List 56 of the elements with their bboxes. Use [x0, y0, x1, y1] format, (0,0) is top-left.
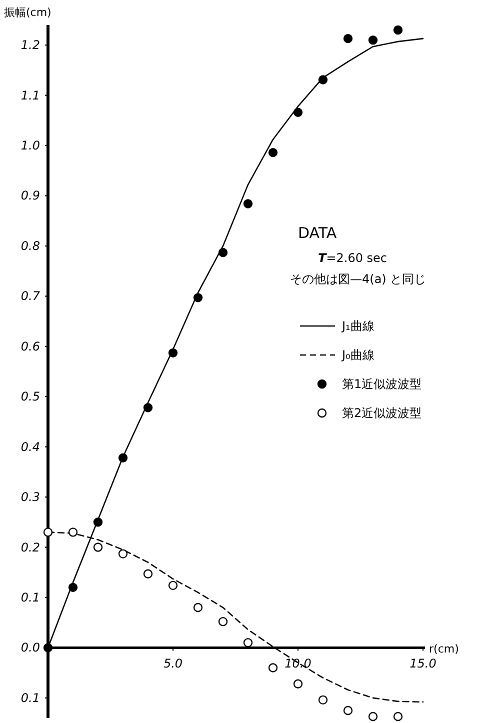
point: [218, 248, 228, 258]
point: [318, 695, 328, 705]
x-tick-label: 5.0: [163, 656, 183, 671]
x-tick-label: 15.0: [410, 656, 437, 671]
annotation: その他は図—4(a) と同じ: [290, 272, 426, 286]
legend-label: 第2近似波波型: [342, 406, 422, 420]
y-tick-label: 0.4: [20, 440, 40, 454]
point: [143, 569, 153, 578]
annotation: T=2.60 sec: [318, 251, 388, 265]
y-tick-label: 0.5: [20, 390, 40, 404]
point: [393, 25, 403, 35]
point: [168, 580, 178, 590]
point: [168, 348, 178, 358]
y-tick-label: 0.1: [20, 590, 40, 604]
point: [343, 706, 353, 716]
y-tick-label: 0.8: [20, 238, 40, 253]
point: [68, 582, 78, 592]
y-tick-label: 0.2: [20, 540, 40, 554]
point: [393, 712, 403, 722]
y-tick-label: 1.1: [20, 88, 40, 102]
point: [268, 148, 278, 158]
x-axis-title: r(cm): [429, 642, 459, 656]
point: [293, 679, 303, 688]
point: [143, 403, 153, 412]
point: [318, 75, 328, 84]
point: [293, 108, 303, 117]
point: [43, 528, 53, 537]
point: [193, 293, 203, 302]
legend-label: J₁曲線: [341, 319, 374, 333]
y-tick-label: 0.0: [20, 640, 40, 655]
point: [243, 199, 253, 208]
legend-label: 第1近似波波型: [342, 377, 422, 391]
point: [68, 528, 78, 537]
y-axis-title: 振幅(cm): [4, 6, 52, 19]
y-tick-label: 1.0: [20, 138, 40, 153]
y-tick-label: 0.1: [20, 690, 40, 705]
point: [93, 542, 103, 552]
point: [368, 35, 378, 45]
point: [93, 518, 103, 527]
y-tick-label: 1.2: [20, 38, 40, 52]
y-tick-label: 0.9: [20, 188, 40, 203]
x-tick-label: 10.0: [284, 656, 312, 671]
point: [343, 34, 353, 44]
legend-label: J₀曲線: [341, 348, 374, 362]
point: [268, 663, 278, 672]
y-tick-label: 0.7: [20, 289, 40, 304]
annotation: DATA: [298, 224, 338, 242]
y-tick-label: 0.3: [20, 490, 40, 504]
point: [243, 638, 253, 648]
point: [368, 712, 378, 722]
point: [118, 453, 128, 462]
y-tick-label: 0.6: [20, 339, 40, 354]
point: [118, 549, 128, 558]
point: [218, 616, 228, 626]
point: [193, 602, 203, 612]
point: [43, 643, 53, 652]
